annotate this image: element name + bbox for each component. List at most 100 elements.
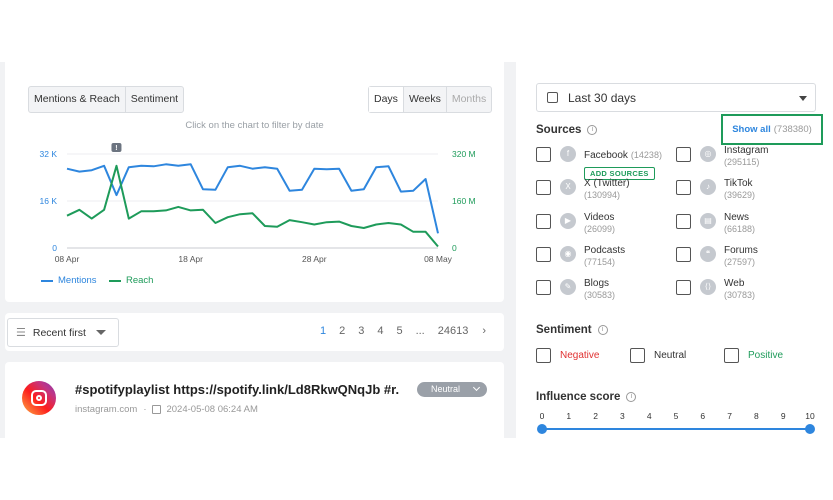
influence-slider[interactable]: 0 1 2 3 4 5 6 7 8 9 10 (536, 411, 816, 434)
source-web[interactable]: ⟨⟩ Web (30783) (676, 278, 755, 301)
add-sources-button[interactable]: ADD SOURCES (584, 167, 655, 180)
page-link[interactable]: 3 (358, 325, 365, 337)
source-name: Facebook (584, 150, 628, 161)
series-line-reach[interactable] (66, 164, 439, 248)
source-tiktok[interactable]: ♪ TikTok (39629) (676, 178, 755, 201)
annotation-marker[interactable] (111, 143, 122, 152)
checkbox[interactable] (536, 180, 551, 196)
slider-max-handle[interactable] (805, 424, 815, 434)
pagination: 1 2 3 4 5 ... 24613 › (307, 325, 486, 337)
source-instagram[interactable]: ◎ Instagram (295115) (676, 145, 768, 168)
video-icon: ▶ (560, 212, 576, 229)
sentiment-label: Neutral (431, 384, 461, 394)
mention-result[interactable]: #spotifyplaylist https://spotify.link/Ld… (5, 362, 504, 438)
sort-bar: ☰ Recent first 1 2 3 4 5 ... 24613 › (5, 313, 504, 351)
sentiment-title-text: Sentiment (536, 324, 592, 336)
source-podcasts[interactable]: ◉ Podcasts (77154) (536, 245, 625, 268)
influence-tick-label: 7 (727, 411, 732, 421)
page-link[interactable]: 5 (396, 325, 403, 337)
checkbox[interactable] (676, 213, 691, 229)
checkbox[interactable] (724, 348, 739, 363)
tab-months[interactable]: Months (445, 87, 491, 112)
source-count: (295115) (724, 157, 760, 167)
checkbox[interactable] (676, 280, 691, 296)
chevron-right-icon[interactable]: › (482, 325, 486, 337)
legend-reach[interactable]: Reach (109, 275, 153, 286)
legend-reach-label: Reach (126, 275, 154, 286)
tab-weeks[interactable]: Weeks (402, 87, 446, 112)
source-name: Blogs (584, 278, 610, 290)
result-domain[interactable]: instagram.com (75, 404, 138, 415)
tab-days[interactable]: Days (369, 87, 403, 112)
page-link[interactable]: 24613 (437, 325, 469, 337)
info-icon[interactable]: i (626, 392, 637, 402)
facebook-icon: f (560, 146, 576, 162)
source-text: Facebook (14238) ADD SOURCES (584, 145, 662, 181)
show-all-count: (738380) (773, 124, 812, 135)
result-title[interactable]: #spotifyplaylist https://spotify.link/Ld… (75, 382, 399, 397)
chart-card: Mentions & Reach Sentiment Days Weeks Mo… (5, 62, 504, 302)
legend-mentions[interactable]: Mentions (41, 275, 97, 286)
influence-tick-label: 6 (700, 411, 706, 421)
source-count: (30783) (724, 290, 756, 301)
source-blogs[interactable]: ✎ Blogs (30583) (536, 278, 615, 301)
checkbox[interactable] (536, 348, 551, 363)
checkbox[interactable] (676, 180, 691, 196)
source-count: (26099) (584, 223, 616, 234)
checkbox[interactable] (536, 246, 551, 262)
news-icon: ▤ (700, 212, 716, 229)
chart-period-tabs: Days Weeks Months (368, 86, 493, 113)
series-line-mentions[interactable] (66, 163, 439, 234)
tab-sentiment[interactable]: Sentiment (124, 87, 183, 112)
page-link[interactable]: 1 (319, 325, 327, 337)
source-count: (130994) (584, 190, 621, 201)
forum-icon: ❝ (700, 245, 716, 262)
source-text: Podcasts (77154) (584, 245, 625, 268)
y-left-tick-label: 32 K (40, 149, 58, 159)
source-name: Forums (724, 244, 758, 256)
blog-icon: ✎ (560, 279, 576, 296)
annotation-label: ! (115, 145, 117, 152)
y-right-tick-label: 320 M (452, 149, 476, 159)
y-left-tick-label: 16 K (40, 196, 58, 206)
source-count: (66188) (724, 223, 756, 234)
checkbox[interactable] (536, 280, 551, 296)
source-forums[interactable]: ❝ Forums (27597) (676, 245, 758, 268)
sentiment-neutral-option[interactable]: Neutral (630, 348, 686, 363)
checkbox[interactable] (536, 147, 551, 162)
tab-mentions-reach[interactable]: Mentions & Reach (34, 93, 120, 105)
source-videos[interactable]: ▶ Videos (26099) (536, 212, 615, 235)
influence-ticks: 0 1 2 3 4 5 6 7 8 9 10 (536, 411, 816, 423)
sentiment-negative-option[interactable]: Negative (536, 348, 599, 363)
info-icon[interactable]: i (597, 325, 608, 335)
result-date: 2024-05-08 06:24 AM (166, 404, 258, 415)
y-right-tick-label: 0 (452, 243, 457, 253)
source-news[interactable]: ▤ News (66188) (676, 212, 755, 235)
influence-tick-label: 10 (805, 411, 815, 421)
tiktok-icon: ♪ (700, 179, 716, 196)
slider-min-handle[interactable] (537, 424, 547, 434)
date-range-select[interactable]: Last 30 days (536, 83, 816, 112)
checkbox[interactable] (676, 147, 691, 162)
source-x-twitter[interactable]: X X (Twitter) (130994) (536, 178, 630, 201)
checkbox[interactable] (676, 246, 691, 262)
page-link[interactable]: 4 (377, 325, 384, 337)
source-text: Blogs (30583) (584, 278, 615, 301)
source-text: Forums (27597) (724, 245, 758, 268)
sources-title: Sources i (536, 124, 598, 136)
info-icon[interactable]: i (587, 125, 598, 135)
page-link[interactable]: 2 (339, 325, 346, 337)
show-all-button[interactable]: Show all (738380) (721, 114, 823, 145)
source-count: (14238) (630, 150, 662, 160)
checkbox[interactable] (630, 348, 645, 363)
source-facebook[interactable]: f Facebook (14238) ADD SOURCES (536, 145, 662, 181)
web-icon: ⟨⟩ (700, 279, 716, 296)
x-tick-label: 18 Apr (178, 254, 203, 264)
x-tick-label: 08 Apr (55, 254, 80, 264)
mentions-reach-chart[interactable]: 0 0 16 K 160 M 32 K 320 M 08 Apr 18 Apr 28 Apr 08… (5, 124, 504, 274)
sentiment-positive-option[interactable]: Positive (724, 348, 783, 363)
sort-dropdown[interactable]: ☰ Recent first (7, 318, 119, 347)
checkbox[interactable] (536, 213, 551, 229)
slider-track[interactable] (542, 428, 810, 430)
sentiment-dropdown[interactable]: Neutral (417, 382, 487, 397)
